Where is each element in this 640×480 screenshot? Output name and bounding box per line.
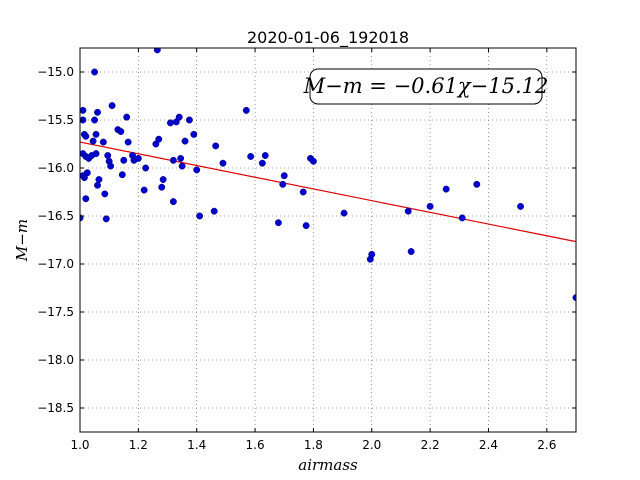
data-point xyxy=(169,198,177,206)
data-point xyxy=(120,156,128,164)
data-point xyxy=(158,183,166,191)
data-point xyxy=(242,106,250,114)
data-point xyxy=(83,169,91,177)
data-point xyxy=(134,154,142,162)
data-point xyxy=(92,150,100,158)
data-point xyxy=(99,138,107,146)
data-point xyxy=(104,152,112,159)
data-point xyxy=(118,171,126,179)
data-point xyxy=(91,68,99,76)
y-tick-label: −16.5 xyxy=(37,209,74,223)
data-point xyxy=(82,195,90,203)
data-point xyxy=(175,113,183,121)
data-point xyxy=(340,209,348,217)
data-point xyxy=(178,162,186,170)
y-tick-label: −15.0 xyxy=(37,65,74,79)
fit-equation-frame xyxy=(309,68,543,105)
y-tick-label: −18.0 xyxy=(37,353,74,367)
data-point xyxy=(169,156,177,164)
y-tick-label: −17.0 xyxy=(37,257,74,271)
data-point xyxy=(258,159,266,167)
data-point xyxy=(279,180,287,188)
data-point xyxy=(155,135,163,143)
data-point xyxy=(196,212,204,220)
data-point xyxy=(91,116,99,124)
data-point xyxy=(407,248,415,255)
data-point xyxy=(95,176,103,183)
data-point xyxy=(124,138,132,146)
plot-frame xyxy=(79,47,577,433)
y-tick-label: −17.5 xyxy=(37,305,74,319)
fit-line-segment xyxy=(79,141,577,243)
x-axis-label: airmass xyxy=(298,456,358,474)
data-point xyxy=(247,153,255,160)
data-point xyxy=(140,186,148,194)
data-point xyxy=(404,207,412,215)
x-tick-label: 1.2 xyxy=(129,438,148,452)
data-point xyxy=(181,137,189,145)
data-point xyxy=(280,172,288,180)
data-point xyxy=(302,222,310,230)
data-point xyxy=(142,164,150,172)
y-tick-label: −15.5 xyxy=(37,113,74,127)
data-point xyxy=(177,154,185,162)
x-tick-label: 1.4 xyxy=(187,438,206,452)
y-tick-label: −18.5 xyxy=(37,401,74,415)
x-tick-label: 1.0 xyxy=(70,438,89,452)
data-point xyxy=(458,214,466,222)
x-tick-label: 2.6 xyxy=(537,438,556,452)
data-point xyxy=(94,108,101,116)
data-point xyxy=(517,202,525,210)
x-tick-label: 1.6 xyxy=(246,438,265,452)
y-tick-label: −16.0 xyxy=(37,161,74,175)
data-point xyxy=(107,162,115,170)
fit-equation-box: M−m = −0.61χ−15.12 xyxy=(303,68,549,105)
data-point xyxy=(274,219,282,227)
data-point xyxy=(368,250,376,258)
x-tick-label: 1.8 xyxy=(304,438,323,452)
data-point xyxy=(94,181,101,189)
data-point xyxy=(82,132,90,140)
fit-line xyxy=(79,141,577,243)
data-points xyxy=(80,48,576,302)
x-tick-labels: 1.0 1.2 1.4 1.6 1.8 2.0 2.2 2.4 2.6 xyxy=(70,438,556,452)
data-point xyxy=(212,142,220,150)
data-point xyxy=(442,185,450,193)
grid-lines xyxy=(79,48,576,432)
data-point xyxy=(117,128,125,135)
data-point xyxy=(89,137,97,145)
chart-title: 2020-01-06_192018 xyxy=(247,28,409,48)
data-point xyxy=(299,188,307,196)
x-tick-label: 2.0 xyxy=(362,438,381,452)
data-point xyxy=(193,166,201,174)
data-point xyxy=(80,106,87,114)
fit-equation-label: M−m = −0.61χ−15.12 xyxy=(303,74,549,98)
data-point xyxy=(219,159,227,167)
data-point xyxy=(166,119,174,127)
y-axis-label: M−m xyxy=(13,219,31,262)
data-point xyxy=(102,215,110,223)
data-point xyxy=(185,116,193,124)
data-point xyxy=(261,152,269,159)
y-tick-labels: −15.0 −15.5 −16.0 −16.5 −17.0 −17.5 −18.0 −18.5 xyxy=(37,65,74,415)
x-tick-label: 2.2 xyxy=(421,438,440,452)
data-point xyxy=(309,157,317,165)
data-point xyxy=(473,180,481,188)
data-point xyxy=(426,202,434,210)
data-point xyxy=(123,113,131,121)
data-point xyxy=(101,190,109,198)
data-point xyxy=(92,130,100,138)
data-point xyxy=(159,176,167,183)
data-point xyxy=(153,48,161,54)
axis-ticks xyxy=(79,48,576,432)
data-point xyxy=(210,207,218,215)
data-point xyxy=(190,130,198,138)
x-tick-label: 2.4 xyxy=(479,438,498,452)
data-point xyxy=(108,102,116,110)
